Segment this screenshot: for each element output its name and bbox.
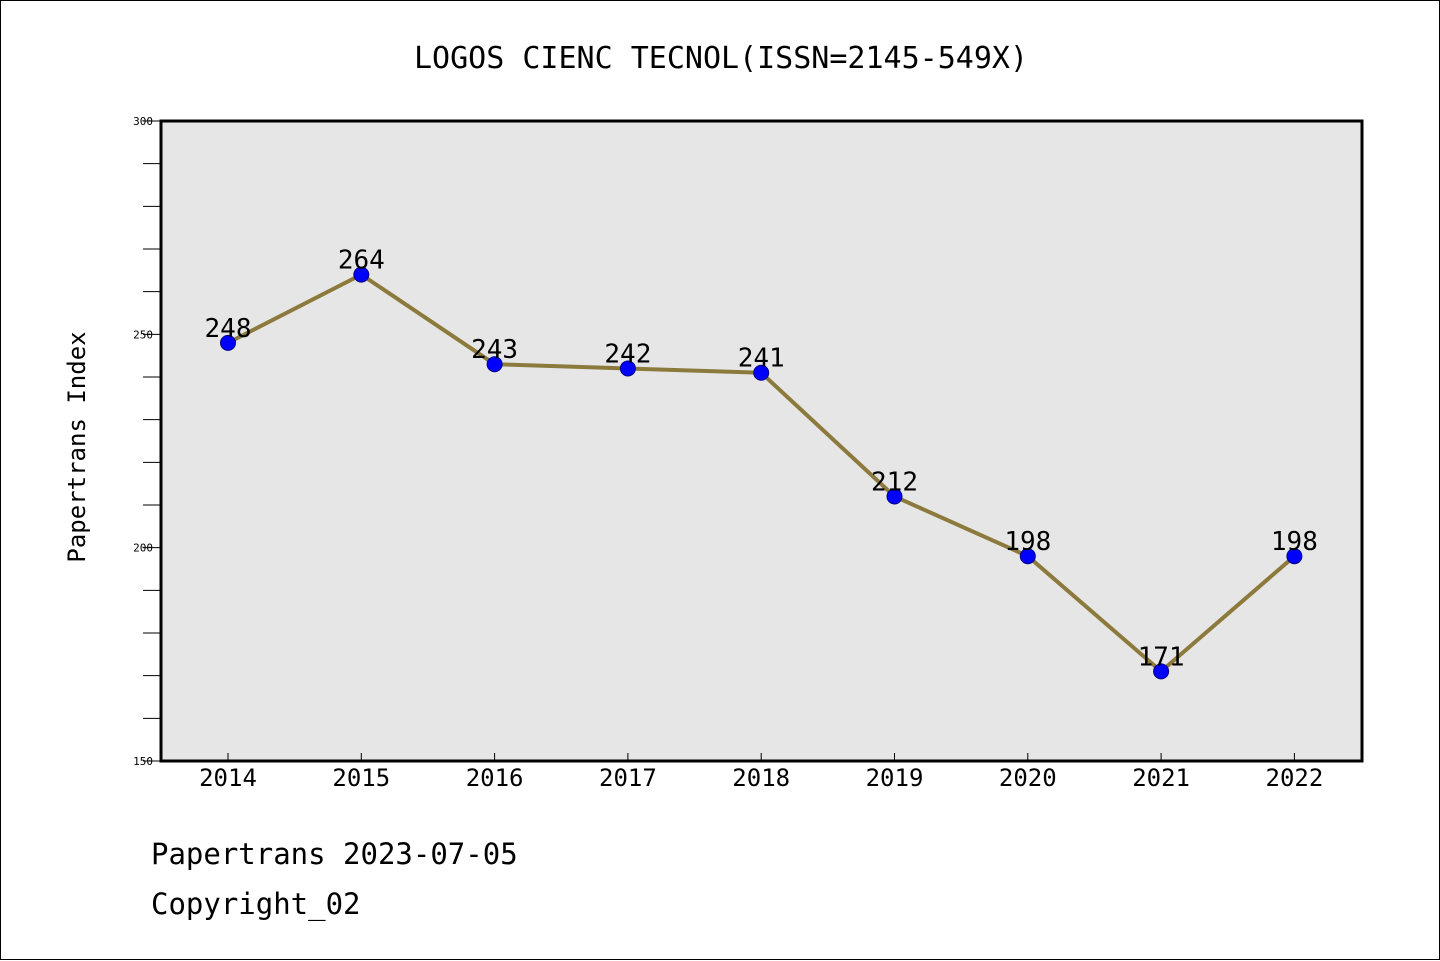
data-label: 198 (1271, 527, 1318, 557)
y-tick-label: 150 (133, 755, 153, 768)
data-label: 241 (738, 344, 785, 374)
x-axis: 2014 2015 2016 2017 2018 2019 2020 2021 2022 (199, 753, 1323, 792)
data-point (753, 364, 770, 381)
chart-title: LOGOS CIENC TECNOL(ISSN=2145-549X) (414, 41, 1028, 76)
y-axis-label: Papertrans Index (63, 331, 91, 562)
series-layer: 248 264 243 242 241 212 198 171 198 (205, 246, 1318, 680)
data-point (1019, 548, 1036, 565)
data-point (486, 356, 503, 373)
footer-copyright: Copyright_02 (151, 887, 361, 921)
x-tick-label: 2015 (332, 764, 390, 792)
x-tick-label: 2016 (466, 764, 524, 792)
data-label: 171 (1138, 642, 1185, 672)
data-point (353, 266, 370, 283)
data-point (886, 488, 903, 505)
x-tick-label: 2022 (1266, 764, 1324, 792)
data-point (1153, 663, 1170, 680)
data-label: 212 (871, 467, 918, 497)
x-tick-label: 2017 (599, 764, 657, 792)
x-tick-label: 2019 (866, 764, 924, 792)
data-point (1286, 548, 1303, 565)
data-label: 198 (1004, 527, 1051, 557)
x-tick-label: 2018 (732, 764, 790, 792)
data-label: 248 (205, 314, 252, 344)
data-point (619, 360, 636, 377)
x-tick-label: 2014 (199, 764, 257, 792)
data-label: 243 (471, 335, 518, 365)
data-label: 264 (338, 246, 385, 276)
data-point (220, 334, 236, 351)
y-tick-label: 250 (133, 328, 153, 341)
x-tick-label: 2020 (999, 764, 1057, 792)
x-tick-label: 2021 (1132, 764, 1190, 792)
data-label: 242 (604, 339, 651, 369)
y-axis: 150 200 250 300 (133, 115, 161, 768)
y-tick-label: 300 (133, 115, 153, 128)
plot-area (159, 119, 1364, 763)
footer-date: Papertrans 2023-07-05 (151, 837, 518, 871)
y-tick-label: 200 (133, 542, 153, 555)
